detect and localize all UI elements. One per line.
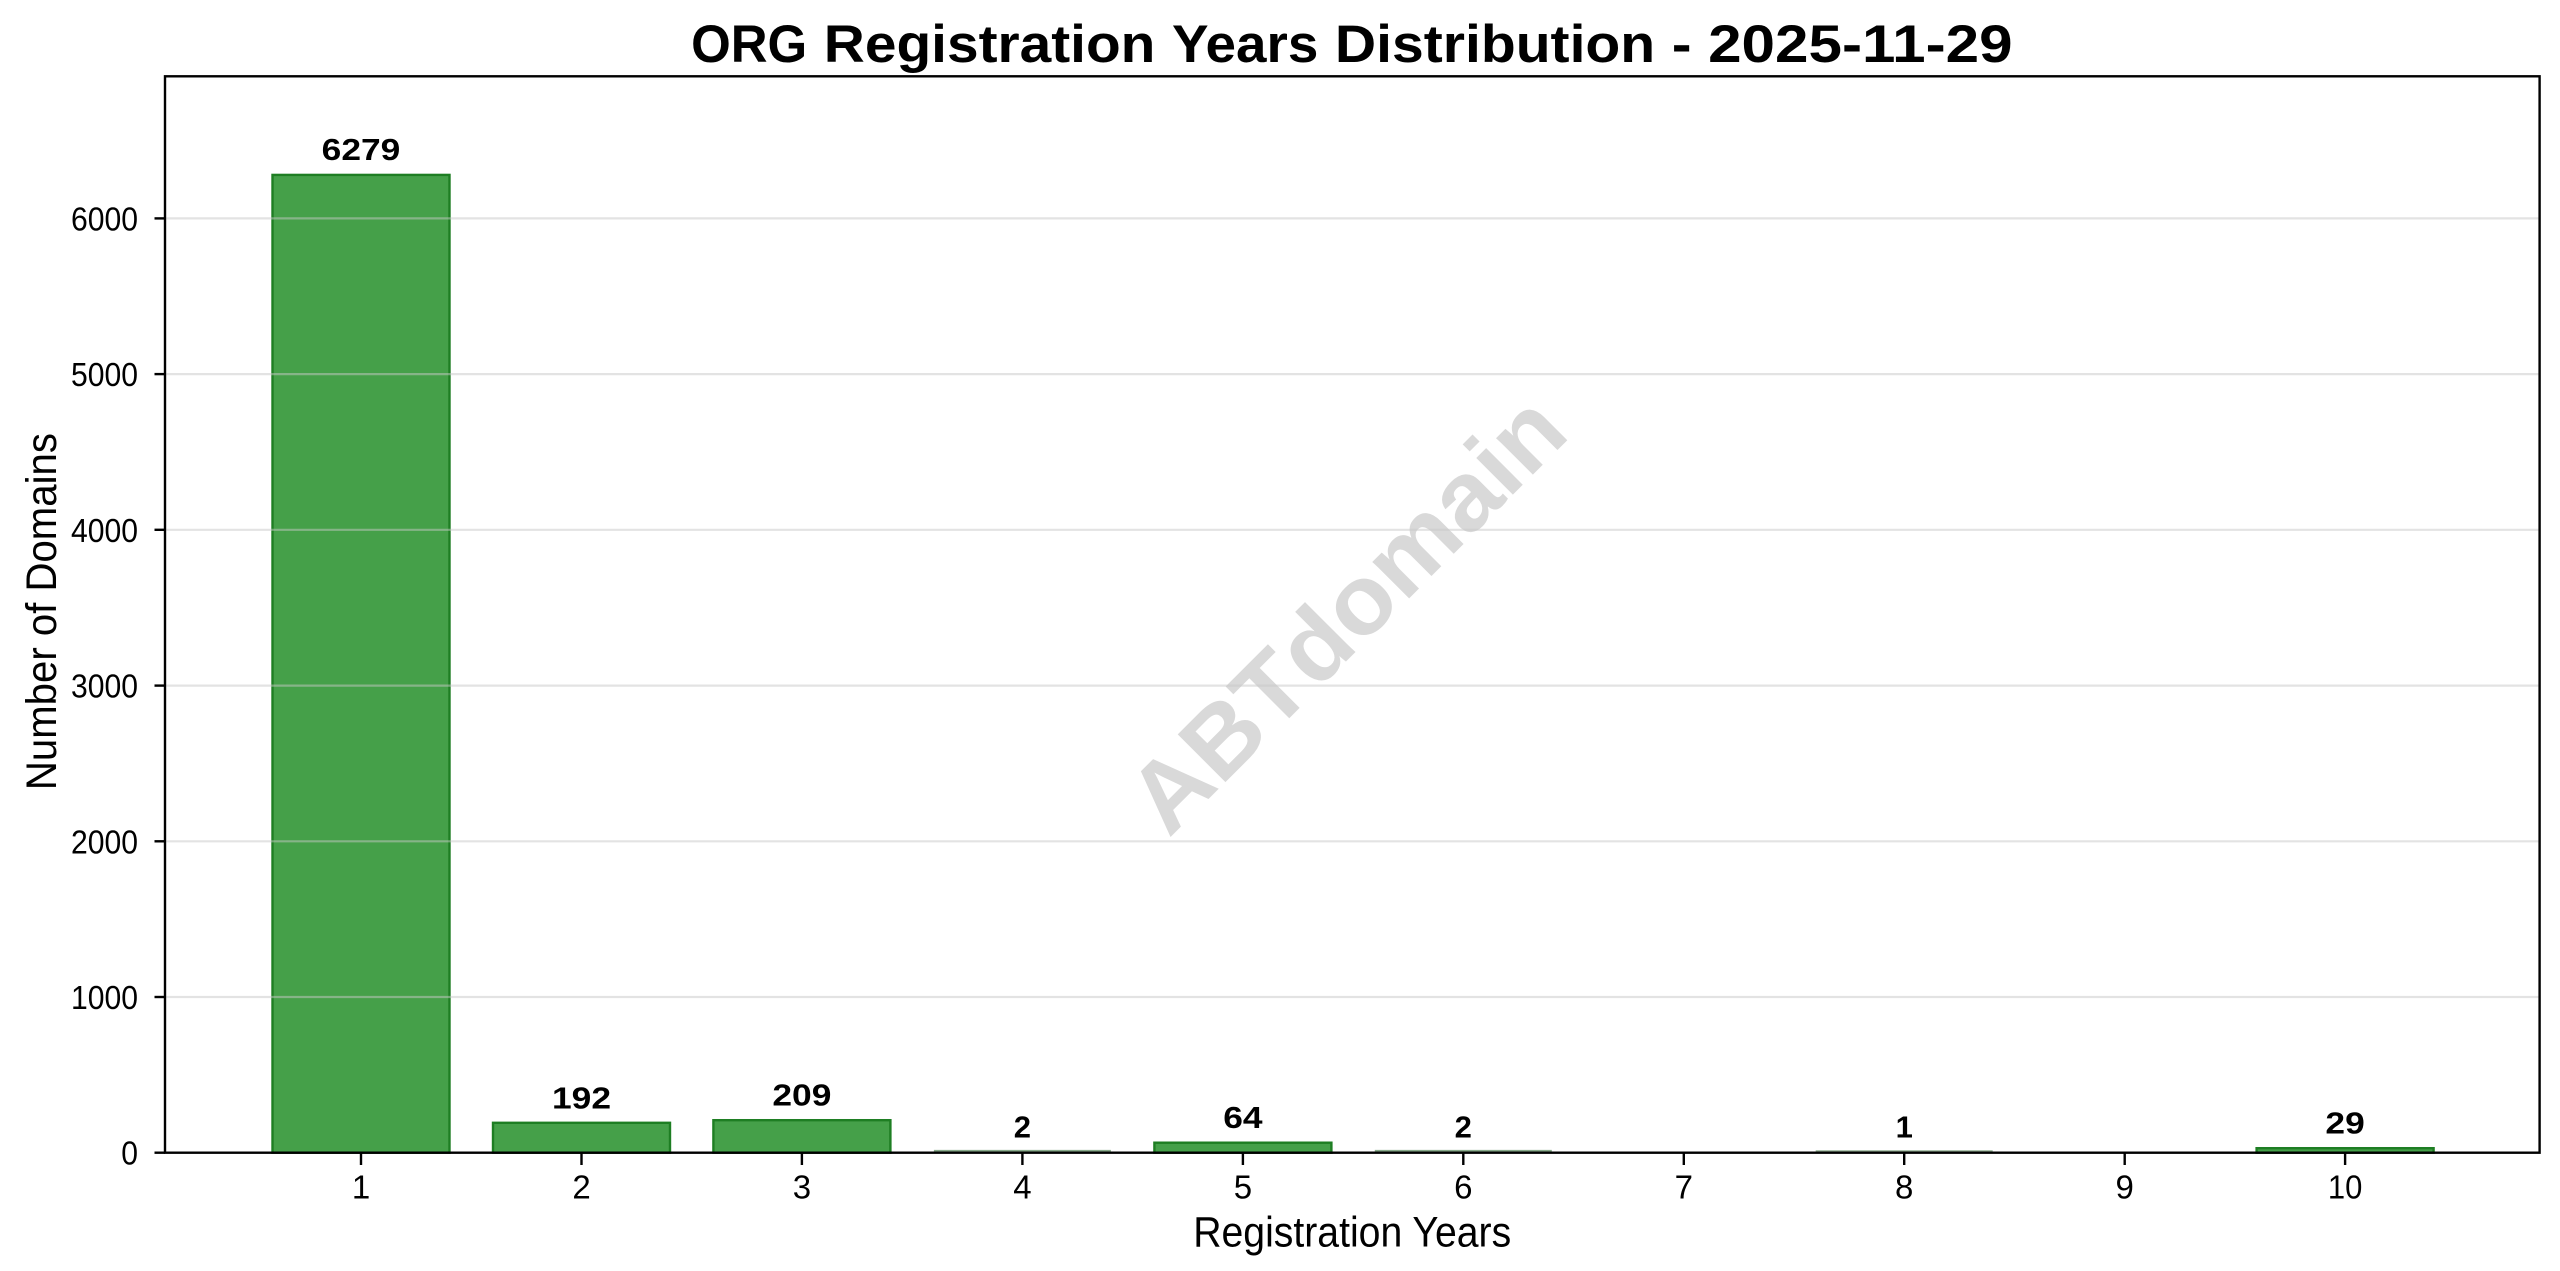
svg-text:2: 2 <box>1455 1109 1472 1144</box>
svg-text:1000: 1000 <box>71 979 138 1016</box>
svg-text:3000: 3000 <box>71 668 138 705</box>
svg-text:0: 0 <box>121 1135 138 1172</box>
svg-text:9: 9 <box>2116 1168 2134 1205</box>
svg-text:1: 1 <box>1896 1110 1913 1145</box>
svg-text:Number of Domains: Number of Domains <box>18 433 66 790</box>
svg-text:5: 5 <box>1234 1168 1252 1205</box>
svg-text:ORG: ORG <box>691 15 807 74</box>
svg-text:209: 209 <box>772 1078 831 1113</box>
svg-text:4: 4 <box>1013 1168 1031 1205</box>
svg-text:-: - <box>1672 15 1692 74</box>
svg-text:1: 1 <box>352 1168 370 1205</box>
svg-text:5000: 5000 <box>71 356 138 393</box>
svg-text:10: 10 <box>2328 1168 2363 1205</box>
svg-text:2000: 2000 <box>71 823 138 860</box>
svg-text:29: 29 <box>2325 1106 2364 1141</box>
svg-text:192: 192 <box>552 1080 611 1115</box>
svg-text:6000: 6000 <box>71 200 138 237</box>
svg-text:2025-11-29: 2025-11-29 <box>1708 15 2013 74</box>
svg-text:6: 6 <box>1454 1168 1472 1205</box>
svg-text:Registration Years: Registration Years <box>1193 1208 1511 1256</box>
svg-text:Years: Years <box>1172 15 1318 74</box>
svg-text:8: 8 <box>1895 1168 1913 1205</box>
svg-text:4000: 4000 <box>71 512 138 549</box>
svg-text:64: 64 <box>1223 1100 1263 1135</box>
svg-text:2: 2 <box>1014 1109 1031 1144</box>
svg-text:6279: 6279 <box>322 132 401 167</box>
svg-text:7: 7 <box>1675 1168 1693 1205</box>
svg-text:3: 3 <box>793 1168 811 1205</box>
svg-text:Registration: Registration <box>824 15 1156 74</box>
svg-text:Distribution: Distribution <box>1335 15 1655 74</box>
svg-text:2: 2 <box>572 1168 590 1205</box>
